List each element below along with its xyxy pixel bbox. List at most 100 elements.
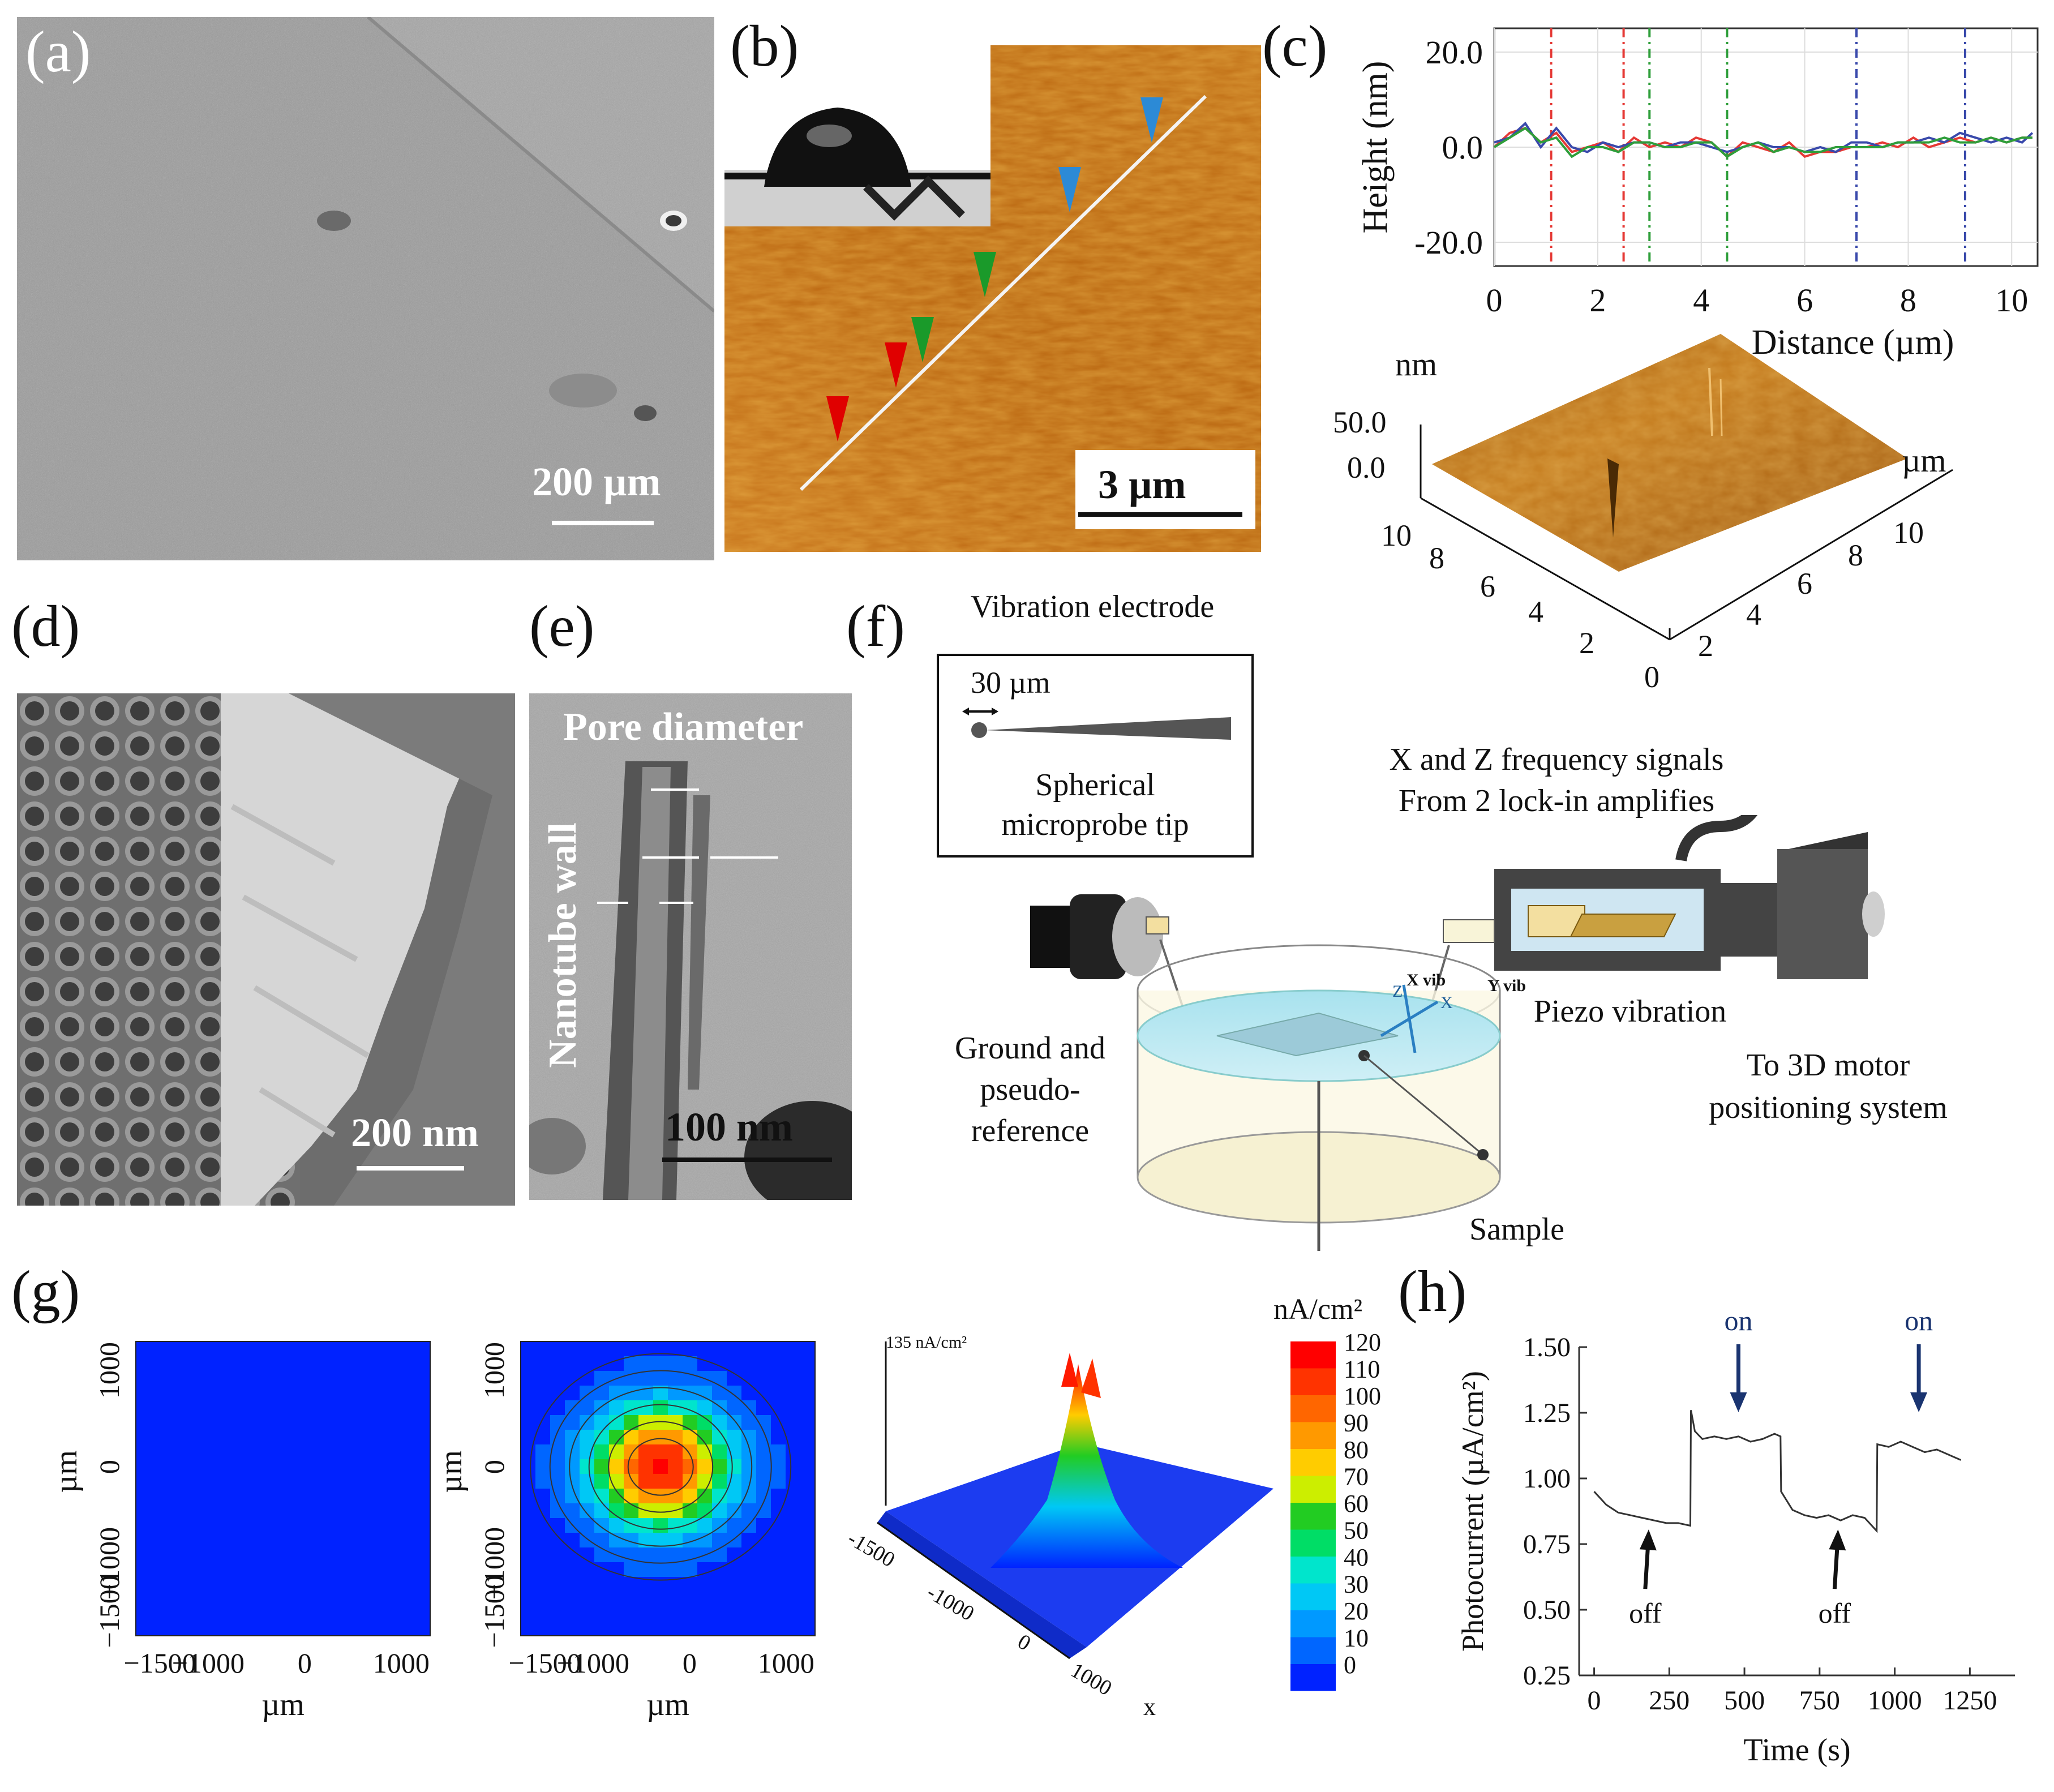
g-map1-cell bbox=[136, 1371, 151, 1386]
g-map2-cell bbox=[756, 1341, 771, 1357]
g-colorbar-tick: 50 bbox=[1344, 1517, 1369, 1545]
g-map2-cell bbox=[580, 1606, 595, 1622]
g-map1-cell bbox=[401, 1592, 416, 1607]
g-map2-cell bbox=[624, 1430, 639, 1445]
g-map2-cell bbox=[638, 1371, 654, 1386]
g-map1-cell bbox=[239, 1533, 254, 1548]
g-map2-cell bbox=[683, 1415, 698, 1430]
g-map2-cell bbox=[756, 1400, 771, 1416]
g-map1-cell bbox=[151, 1533, 166, 1548]
g-map2-cell bbox=[712, 1621, 727, 1636]
panel-e-label: (e) bbox=[529, 594, 595, 659]
g-map1-cell bbox=[254, 1444, 269, 1460]
g-map1-cell bbox=[180, 1400, 195, 1416]
g-map2-cell bbox=[594, 1371, 610, 1386]
g-map2-cell bbox=[800, 1415, 816, 1430]
c-xtick-label: 4 bbox=[1693, 282, 1709, 319]
g-map1-cell bbox=[415, 1371, 431, 1386]
g-map1-cell bbox=[195, 1547, 210, 1563]
g-map1-cell bbox=[151, 1562, 166, 1577]
g-map2-cell bbox=[786, 1577, 801, 1592]
f-setup-drawing bbox=[1030, 815, 1885, 1251]
g-map1-cell bbox=[386, 1459, 401, 1474]
g-map2-cell bbox=[800, 1533, 816, 1548]
g-map1-cell bbox=[254, 1386, 269, 1401]
g-map2-cell bbox=[756, 1547, 771, 1563]
g-map1-cell bbox=[239, 1621, 254, 1636]
g-map1-cell bbox=[151, 1356, 166, 1371]
panel-e-wall-label: Nanotube wall bbox=[541, 822, 585, 1068]
g-map1-cell bbox=[312, 1518, 328, 1533]
g-map1-xtick: 0 bbox=[298, 1647, 312, 1679]
g-map2-cell bbox=[594, 1592, 610, 1607]
g-map1-cell bbox=[268, 1592, 284, 1607]
panel-e-pore-label: Pore diameter bbox=[563, 705, 804, 749]
g-map1-cell bbox=[312, 1356, 328, 1371]
g-map1-cell bbox=[283, 1415, 298, 1430]
f-piezo-label: Piezo vibration bbox=[1533, 994, 1727, 1029]
g-map1-cell bbox=[312, 1430, 328, 1445]
g-map2-cell bbox=[653, 1592, 668, 1607]
g-map2-cell bbox=[521, 1415, 536, 1430]
panel-d-label: (d) bbox=[11, 594, 80, 659]
g-map2-cell bbox=[609, 1592, 624, 1607]
g-map1-cell bbox=[401, 1415, 416, 1430]
g-map1-cell bbox=[327, 1533, 342, 1548]
g-map1-cell bbox=[283, 1606, 298, 1622]
g-map1-cell bbox=[224, 1518, 239, 1533]
f-y-vib-label: Y vib bbox=[1487, 976, 1526, 995]
g-map1-cell bbox=[224, 1474, 239, 1489]
g-map2-cell bbox=[727, 1562, 742, 1577]
g-map2-cell bbox=[741, 1562, 757, 1577]
g-map1-cell bbox=[401, 1562, 416, 1577]
g-map2-cell bbox=[741, 1459, 757, 1474]
g-map1-cell bbox=[268, 1533, 284, 1548]
g-map1-cell bbox=[401, 1474, 416, 1489]
g-map2-cell bbox=[594, 1474, 610, 1489]
g-map2-cell bbox=[565, 1577, 580, 1592]
g-map2-cell bbox=[638, 1518, 654, 1533]
g-map1-cell bbox=[371, 1356, 387, 1371]
g-map1-cell bbox=[165, 1503, 181, 1519]
g-map2-cell bbox=[624, 1356, 639, 1371]
g-map1-cell bbox=[209, 1341, 225, 1357]
g-map2-cell bbox=[771, 1341, 786, 1357]
g-map1-cell bbox=[386, 1430, 401, 1445]
g-map2-cell bbox=[727, 1400, 742, 1416]
c-3d-ztick-50: 50.0 bbox=[1333, 405, 1387, 439]
g-map2-cell bbox=[697, 1518, 713, 1533]
g-map2-cell bbox=[521, 1400, 536, 1416]
g-map2-cell bbox=[638, 1356, 654, 1371]
g-map1-ytick: 0 bbox=[93, 1460, 125, 1474]
g-map2-cell bbox=[550, 1503, 565, 1519]
h-annotation-off: off bbox=[1819, 1597, 1851, 1629]
g-map1-cell bbox=[254, 1489, 269, 1504]
g-map2-cell bbox=[697, 1400, 713, 1416]
g-map2-cell bbox=[668, 1562, 683, 1577]
g-map1-cell bbox=[371, 1562, 387, 1577]
g-map1-cell bbox=[415, 1356, 431, 1371]
g-map2-cell bbox=[521, 1341, 536, 1357]
g-map1-frame bbox=[135, 1341, 431, 1636]
g-map2-cell bbox=[638, 1430, 654, 1445]
g-colorbar-swatch bbox=[1290, 1503, 1336, 1530]
g-map1-cell bbox=[327, 1592, 342, 1607]
g-map1-cell bbox=[209, 1606, 225, 1622]
panel-e-scale-text: 100 nm bbox=[665, 1104, 794, 1150]
g-map2-cell bbox=[535, 1621, 551, 1636]
g-map1-cell bbox=[283, 1341, 298, 1357]
g-map2-cell bbox=[800, 1444, 816, 1460]
g-map1-cell bbox=[357, 1474, 372, 1489]
g-map2-cell bbox=[741, 1430, 757, 1445]
g-map1-cell bbox=[415, 1592, 431, 1607]
f-ground-2: pseudo- bbox=[980, 1072, 1080, 1107]
g-map2-cell bbox=[550, 1459, 565, 1474]
panel-e-tem-nanotube bbox=[529, 693, 852, 1200]
c-3d-xtick-10: 10 bbox=[1893, 516, 1924, 550]
g-map1-cell bbox=[195, 1489, 210, 1504]
g-map2-cell bbox=[683, 1562, 698, 1577]
g-map2-cell bbox=[653, 1444, 668, 1460]
g-map1-cell bbox=[180, 1606, 195, 1622]
h-ytick-label: 1.25 bbox=[1523, 1398, 1571, 1428]
